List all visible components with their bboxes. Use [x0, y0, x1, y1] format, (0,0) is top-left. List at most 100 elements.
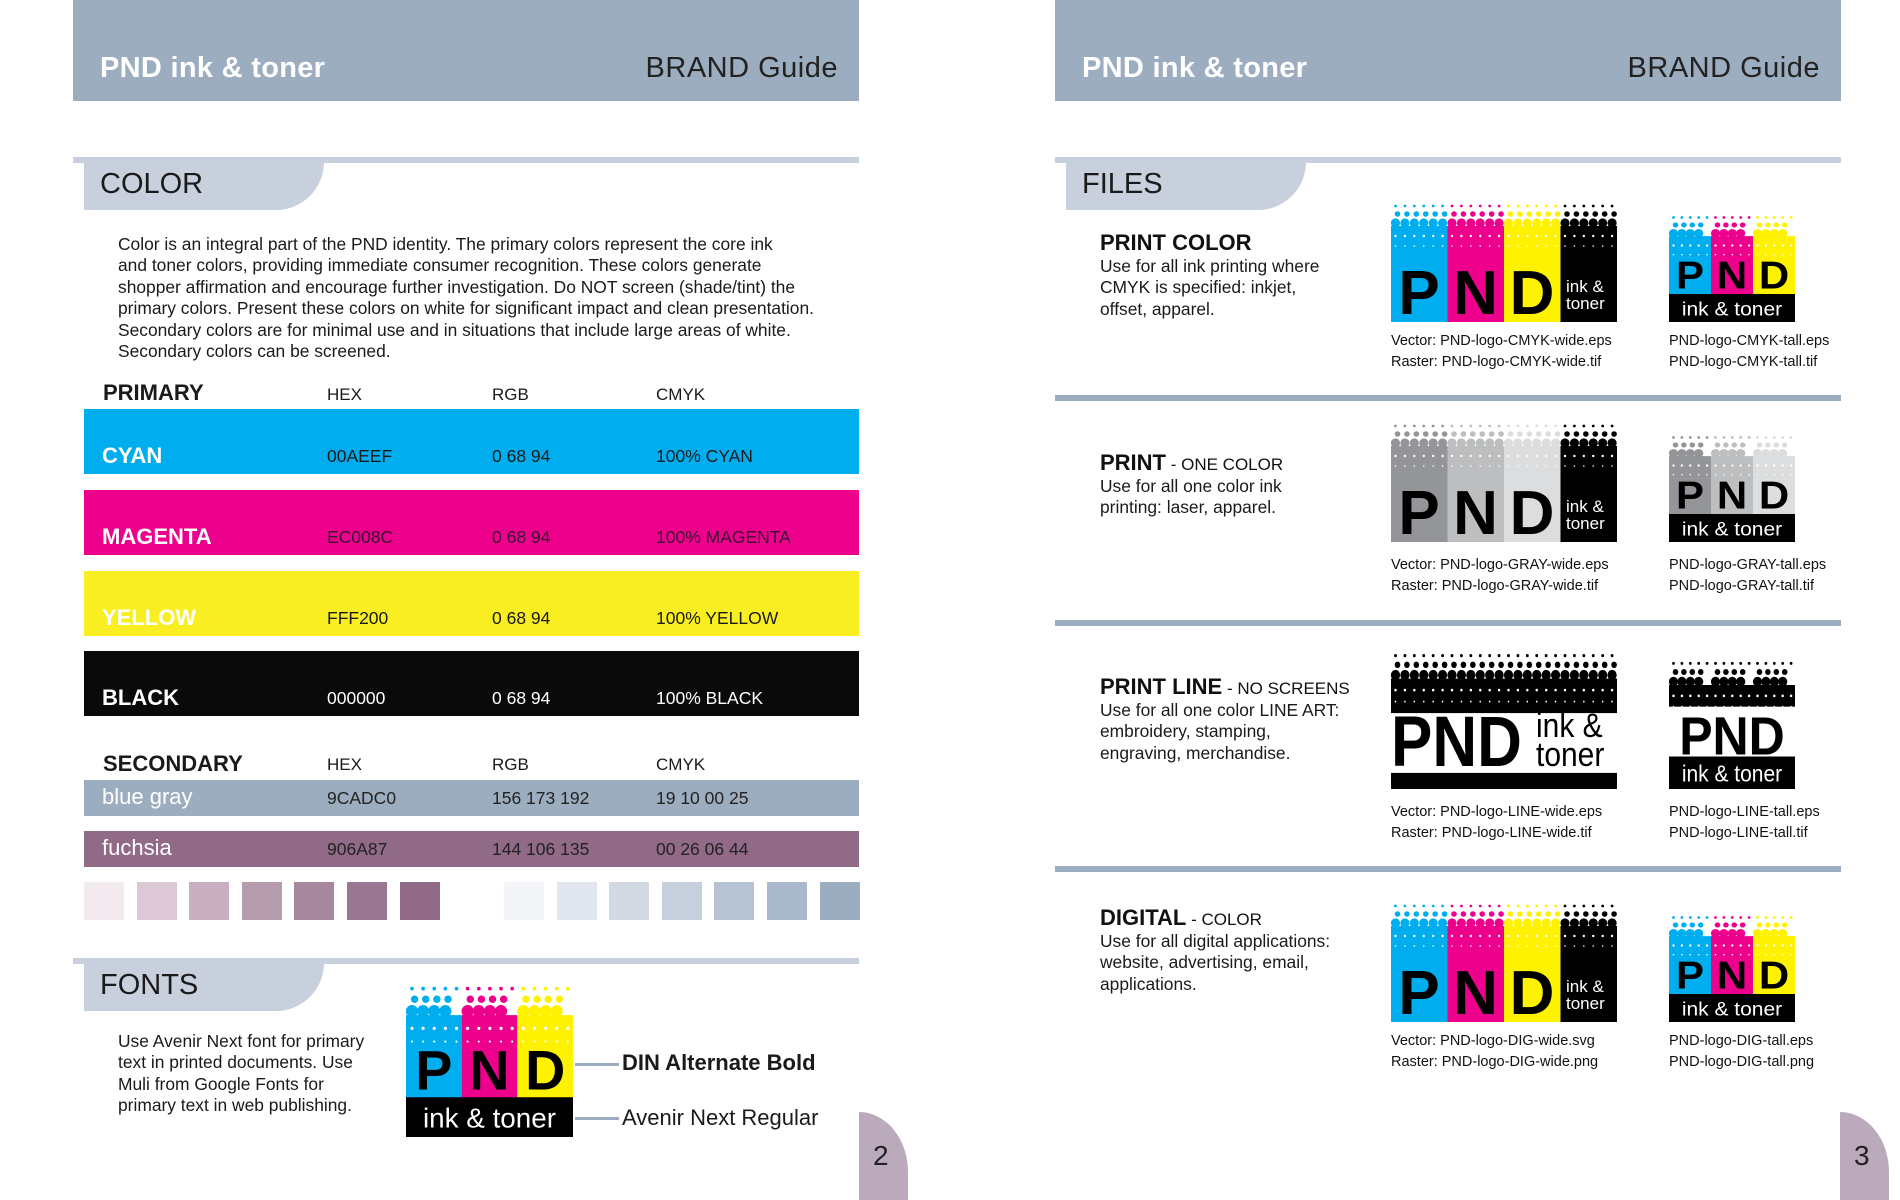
halftone-dot: [477, 1026, 481, 1030]
halftone-dot: [1579, 218, 1589, 228]
halftone-dot: [1394, 211, 1401, 217]
halftone-dot: [1573, 700, 1576, 703]
description-line: applications.: [1100, 973, 1197, 994]
halftone-dot: [1564, 465, 1566, 467]
section-description: Use for all one color ink printing: laser…: [1100, 476, 1370, 519]
halftone-dot: [1697, 668, 1704, 676]
halftone-dot: [1731, 442, 1738, 448]
logo-letter: N: [1717, 473, 1747, 517]
logo-letter: N: [1453, 479, 1498, 542]
halftone-dot: [1485, 438, 1495, 448]
halftone-dot: [1456, 218, 1467, 228]
cmyk-value: 100% MAGENTA: [656, 527, 791, 547]
color-name: YELLOW: [102, 605, 197, 630]
halftone-dot: [1394, 204, 1397, 208]
halftone-dot: [1545, 211, 1551, 217]
halftone-dot: [1680, 694, 1684, 698]
description-line: embroidery, stamping,: [1100, 721, 1271, 742]
halftone-dot: [1517, 211, 1523, 217]
halftone-dot: [1756, 244, 1759, 247]
halftone-dot: [1681, 954, 1683, 956]
halftone-dot: [444, 995, 452, 1003]
halftone-dot: [1441, 245, 1444, 247]
rgb-value: 156 173 192: [492, 788, 590, 808]
halftone-dot: [1479, 234, 1482, 238]
halftone-dot: [1554, 661, 1561, 669]
halftone-dot: [1522, 918, 1532, 928]
halftone-dot: [1685, 229, 1695, 238]
halftone-dot: [1413, 934, 1416, 938]
halftone-dot: [1722, 436, 1726, 439]
ink-column: [1560, 926, 1617, 1022]
description-line: Use for all ink printing where: [1100, 256, 1320, 276]
halftone-dot: [1731, 922, 1738, 928]
halftone-dot: [1705, 436, 1709, 439]
halftone-dot: [1669, 229, 1679, 238]
file-name: PND-logo-DIG-tall.eps: [1669, 1033, 1814, 1049]
halftone-dot: [1601, 211, 1608, 217]
halftone-dot: [1781, 916, 1785, 919]
halftone-dot: [1739, 222, 1746, 228]
halftone-dot: [1739, 436, 1743, 439]
primary-heading: PRIMARY: [103, 380, 204, 405]
cmyk-value: 19 10 00 25: [656, 788, 749, 808]
halftone-dot: [1404, 465, 1406, 467]
halftone-dot: [1513, 438, 1523, 448]
color-paragraph: Color is an integral part of the PND ide…: [118, 234, 814, 362]
halftone-dot: [1607, 438, 1617, 448]
halftone-dot: [1451, 911, 1457, 917]
halftone-dot: [1419, 669, 1429, 681]
halftone-dot: [1526, 211, 1533, 217]
halftone-dot: [1470, 465, 1472, 467]
halftone-dot: [1441, 700, 1444, 703]
halftone-dot: [1710, 929, 1721, 938]
halftone-dot: [1672, 694, 1675, 698]
fuchsia-tint-swatch: [241, 882, 282, 920]
bluegray-tint-swatch: [556, 882, 597, 920]
ink-column: [1504, 446, 1561, 542]
halftone-dot: [1727, 676, 1737, 687]
halftone-dot: [1522, 218, 1532, 228]
halftone-dot: [1535, 904, 1539, 908]
halftone-dot: [1781, 944, 1784, 947]
halftone-dot: [1773, 954, 1776, 956]
halftone-dot: [1469, 653, 1473, 658]
halftone-dot: [1413, 431, 1420, 437]
cmyk-value: 100% YELLOW: [656, 608, 779, 628]
halftone-dot: [1526, 234, 1529, 238]
halftone-dot: [1781, 694, 1784, 698]
halftone-dot: [1591, 904, 1595, 908]
color-section-tab: COLOR: [84, 162, 324, 210]
halftone-dot: [1731, 464, 1734, 467]
halftone-dot: [1756, 954, 1759, 956]
halftone-dot: [1479, 688, 1482, 692]
halftone-dot: [1460, 653, 1463, 658]
halftone-dot: [1582, 688, 1586, 692]
halftone-dot: [1601, 945, 1604, 947]
halftone-dot: [1689, 922, 1696, 928]
halftone-dot: [1710, 449, 1721, 458]
description-line: Use for all one color ink: [1100, 476, 1282, 496]
section-title: PRINT LINE: [1100, 674, 1223, 699]
halftone-dot: [1601, 454, 1604, 458]
halftone-dot: [1560, 438, 1570, 448]
halftone-dot: [1579, 918, 1589, 928]
halftone-dot: [1731, 944, 1734, 947]
halftone-dot: [1431, 653, 1435, 658]
halftone-dot: [1441, 465, 1444, 467]
halftone-dot: [476, 986, 481, 991]
halftone-dot: [1601, 465, 1604, 467]
halftone-dot: [1731, 694, 1734, 698]
halftone-dot: [1680, 916, 1684, 919]
pnd-logo-wide-line[interactable]: PND ink &toner: [1391, 651, 1617, 789]
halftone-dot: [1422, 911, 1429, 917]
halftone-dot: [1497, 424, 1501, 428]
halftone-dot: [1550, 669, 1561, 681]
